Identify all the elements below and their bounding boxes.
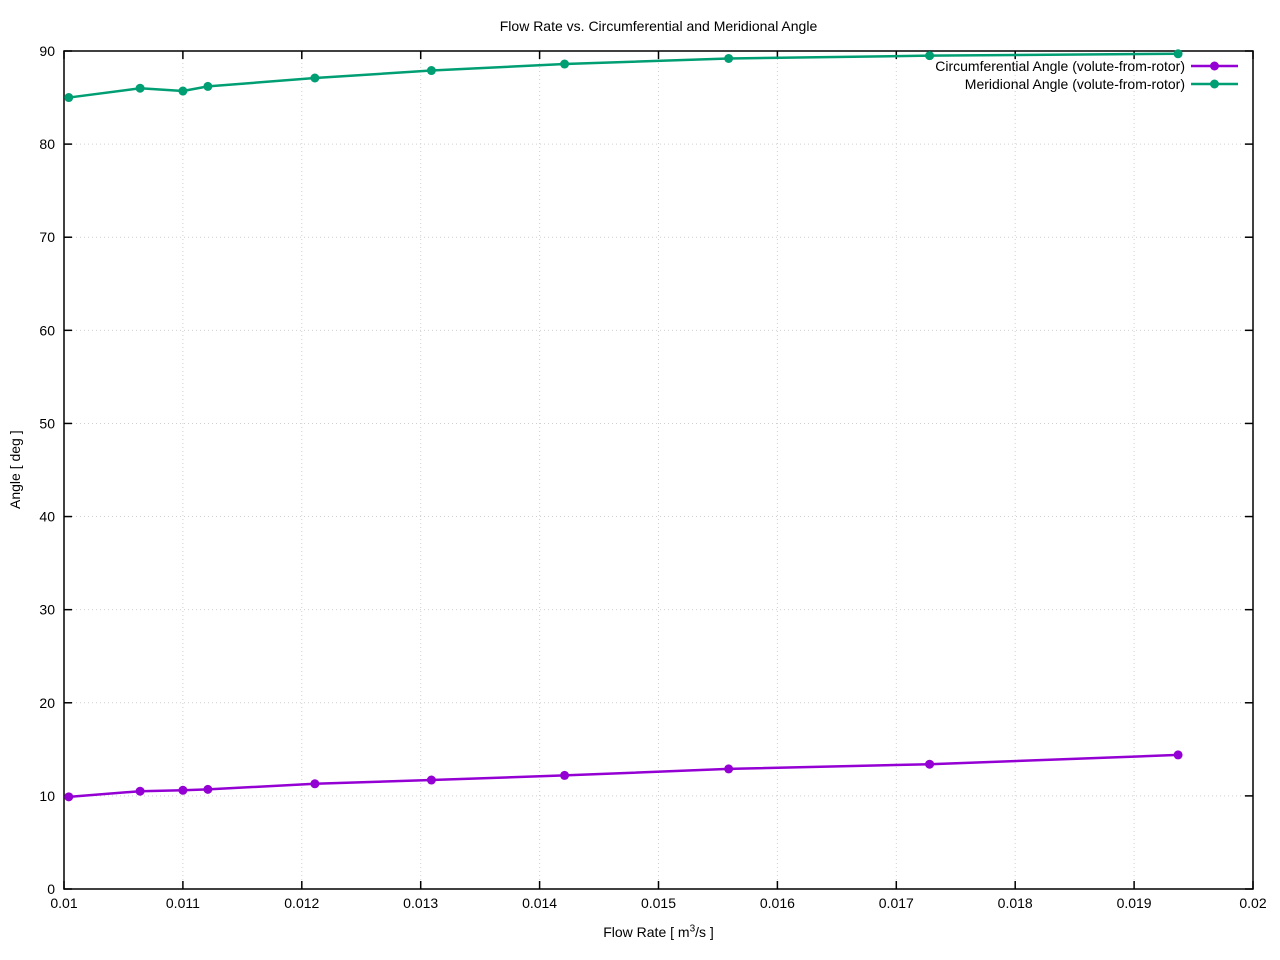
x-tick-label: 0.016 — [760, 895, 795, 911]
grid-lines — [64, 51, 1253, 889]
data-point — [64, 792, 74, 802]
x-tick-label: 0.013 — [403, 895, 438, 911]
data-point — [724, 764, 734, 774]
data-point — [135, 786, 145, 796]
series-0 — [64, 750, 1183, 802]
x-axis-label-superscript: 3 — [689, 923, 696, 935]
data-point — [203, 784, 213, 794]
legend-sample-marker — [1210, 61, 1219, 71]
series-line — [67, 753, 1180, 799]
data-point — [310, 73, 320, 83]
y-tick-label: 0 — [47, 881, 55, 897]
x-tick-label: 0.01 — [50, 895, 77, 911]
x-tick-label: 0.018 — [998, 895, 1033, 911]
y-tick-label: 80 — [39, 136, 55, 152]
x-tick-label: 0.017 — [879, 895, 914, 911]
data-point — [426, 66, 436, 76]
data-point — [135, 83, 145, 93]
x-tick-label: 0.02 — [1239, 895, 1266, 911]
y-tick-label: 90 — [39, 43, 55, 59]
data-point — [64, 93, 74, 103]
y-tick-label: 40 — [39, 509, 55, 525]
y-axis-label: Angle [ deg ] — [7, 430, 23, 510]
data-point — [724, 53, 734, 63]
y-tick-label: 20 — [39, 695, 55, 711]
x-tick-label: 0.015 — [641, 895, 676, 911]
y-tick-label: 10 — [39, 788, 55, 804]
x-axis-label: Flow Rate [ m3/s ] — [64, 924, 1253, 940]
data-point — [178, 785, 188, 795]
data-point — [560, 59, 570, 69]
y-tick-label: 30 — [39, 602, 55, 618]
data-point — [925, 759, 935, 769]
series-line — [67, 52, 1180, 99]
x-tick-label: 0.014 — [522, 895, 557, 911]
data-point — [178, 86, 188, 96]
x-tick-label: 0.012 — [284, 895, 319, 911]
legend: Circumferential Angle (volute-from-rotor… — [935, 58, 1238, 92]
y-tick-label: 60 — [39, 322, 55, 338]
legend-label: Circumferential Angle (volute-from-rotor… — [935, 58, 1185, 74]
x-axis-label-unit: /s ] — [695, 924, 714, 940]
legend-label: Meridional Angle (volute-from-rotor) — [965, 76, 1185, 92]
axis-ticks — [63, 50, 1254, 890]
y-tick-label: 70 — [39, 229, 55, 245]
y-tick-label: 50 — [39, 415, 55, 431]
x-axis-label-text: Flow Rate [ m — [603, 924, 690, 940]
legend-sample-marker — [1210, 79, 1219, 89]
data-point — [1173, 750, 1183, 760]
series-1 — [64, 49, 1183, 103]
chart-title: Flow Rate vs. Circumferential and Meridi… — [499, 18, 818, 34]
data-point — [1173, 49, 1183, 59]
tick-labels: 0.01 0.011 0.012 0.013 0.014 0.015 0.016 0.017 0… — [39, 43, 1266, 911]
data-point — [560, 770, 570, 780]
data-point — [310, 779, 320, 789]
data-point — [426, 775, 436, 785]
data-point — [925, 51, 935, 61]
x-tick-label: 0.019 — [1117, 895, 1152, 911]
data-point — [203, 81, 213, 91]
x-tick-label: 0.011 — [166, 895, 200, 911]
